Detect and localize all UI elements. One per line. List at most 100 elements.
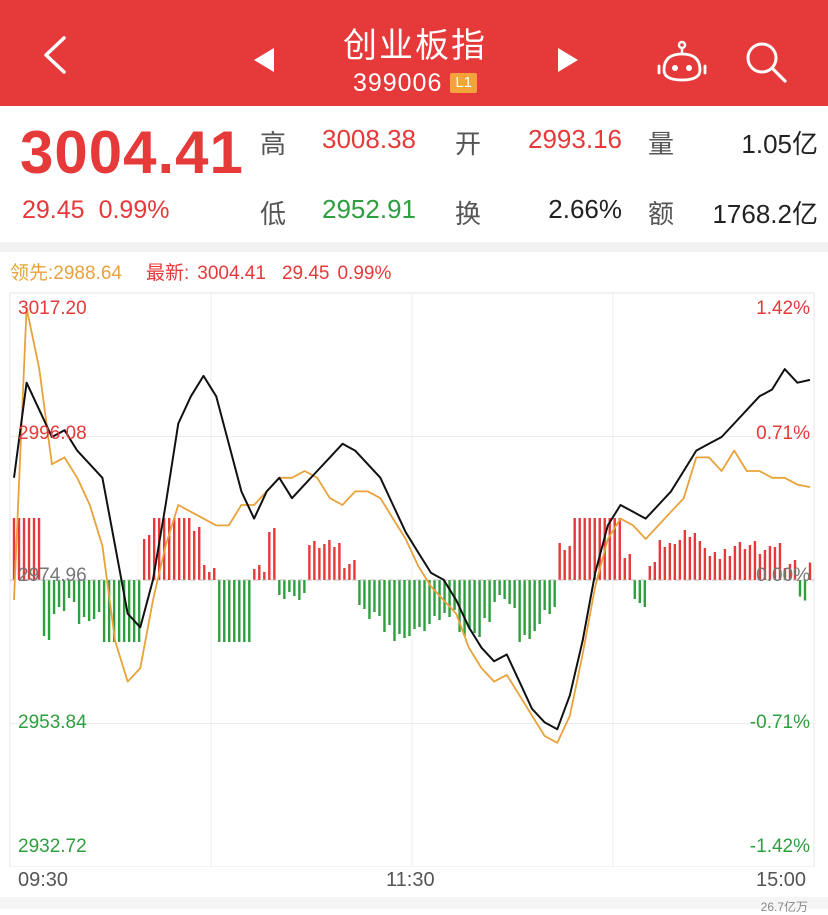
volume-bar <box>653 562 657 580</box>
volume-bar <box>623 558 626 580</box>
volume-bar <box>57 580 61 607</box>
y-right-label-upper: 0.71% <box>756 423 810 444</box>
volume-bar <box>498 580 501 595</box>
assistant-button[interactable] <box>656 40 708 86</box>
volume-bar <box>258 565 261 580</box>
volume-bar <box>268 532 271 580</box>
y-right-label-top: 1.42% <box>756 298 810 319</box>
volume-bar <box>122 580 126 642</box>
back-button[interactable] <box>30 30 80 80</box>
volume-bar <box>132 580 136 642</box>
volume-bar <box>743 549 747 580</box>
volume-bar <box>97 580 101 612</box>
change-value: 29.45 <box>22 196 85 224</box>
page-title: 创业板指 <box>343 27 487 65</box>
volume-bar <box>708 556 712 580</box>
volume-bar <box>137 580 141 642</box>
volume-bar <box>713 552 717 580</box>
volume-bar <box>47 580 51 640</box>
volume-bar <box>658 540 662 580</box>
index-code: 399006 <box>352 68 443 97</box>
volume-bar <box>428 580 431 624</box>
volume-bar <box>373 580 376 612</box>
volume-bar <box>778 543 782 580</box>
lead-line <box>13 306 811 744</box>
amount-value: 1768.2亿 <box>712 199 818 229</box>
volume-bar <box>253 569 256 580</box>
volume-bar <box>533 580 536 631</box>
volume-bar <box>523 580 526 635</box>
y-right-label-bottom: -1.42% <box>749 836 810 857</box>
volume-bar <box>383 580 386 632</box>
y-left-label-top: 3017.20 <box>18 298 87 319</box>
search-button[interactable] <box>742 38 790 86</box>
prev-index-button[interactable] <box>248 42 282 78</box>
legend-latest-value: 3004.41 <box>197 263 266 284</box>
change-percent: 0.99% <box>98 196 170 224</box>
intraday-chart[interactable] <box>0 285 828 867</box>
volume-bar <box>203 565 206 580</box>
volume-bar <box>323 544 326 580</box>
volume-bar <box>768 546 772 580</box>
volume-bar <box>263 572 266 580</box>
volume-value: 1.05亿 <box>741 129 818 159</box>
volume-bar <box>22 518 26 580</box>
volume-bar <box>493 580 496 602</box>
y-left-label-lower: 2953.84 <box>18 712 87 733</box>
volume-bar <box>448 580 451 617</box>
volume-bar <box>303 580 306 593</box>
volume-bar <box>368 580 371 619</box>
volume-bar <box>748 545 752 580</box>
volume-bar <box>293 580 296 596</box>
volume-bar <box>613 518 616 580</box>
volume-bar <box>228 580 231 642</box>
volume-bar <box>438 580 441 620</box>
volume-bar <box>528 580 531 639</box>
current-price: 3004.41 <box>20 119 244 186</box>
volume-bar <box>72 580 76 602</box>
volume-bar <box>808 562 812 580</box>
volume-bar <box>413 580 416 629</box>
volume-bar <box>288 580 291 592</box>
volume-bar <box>563 550 566 580</box>
legend-lead-label: 领先: <box>10 263 54 284</box>
volume-bar <box>803 580 807 601</box>
level-badge: L1 <box>450 73 478 94</box>
volume-bar <box>548 580 551 614</box>
volume-bar <box>167 518 171 580</box>
volume-bar <box>193 531 196 580</box>
volume-bar <box>773 547 777 580</box>
volume-bar <box>588 518 591 580</box>
legend-latest: 最新: 3004.41 29.45 0.99% <box>146 263 399 284</box>
turnover-label: 换 <box>455 199 482 229</box>
volume-bar <box>348 564 351 580</box>
volume-bar <box>92 580 96 619</box>
next-index-button[interactable] <box>550 42 584 78</box>
volume-bar <box>298 580 301 600</box>
volume-bar <box>723 549 727 580</box>
volume-bar <box>233 580 236 642</box>
volume-bar <box>388 580 391 625</box>
volume-bar <box>127 580 131 642</box>
volume-label: 量 <box>648 129 675 159</box>
legend-latest-change: 29.45 <box>281 263 330 284</box>
volume-bar <box>273 528 276 580</box>
volume-bar <box>363 580 366 609</box>
triangle-left-icon <box>254 48 274 72</box>
low-value: 2952.91 <box>322 194 416 224</box>
volume-bar <box>783 568 787 580</box>
volume-bar <box>738 542 742 580</box>
volume-bar <box>693 533 697 580</box>
volume-bar <box>333 547 336 580</box>
x-label-open: 09:30 <box>18 869 69 891</box>
volume-bar <box>638 580 641 603</box>
volume-bar <box>628 554 631 580</box>
volume-bar <box>558 543 561 580</box>
volume-bar <box>218 580 221 642</box>
volume-bar <box>62 580 66 611</box>
volume-bar <box>678 540 682 580</box>
price-change: 29.45 0.99% <box>22 196 169 225</box>
volume-bar <box>338 543 341 580</box>
volume-bar <box>12 518 16 580</box>
volume-bar <box>573 518 576 580</box>
